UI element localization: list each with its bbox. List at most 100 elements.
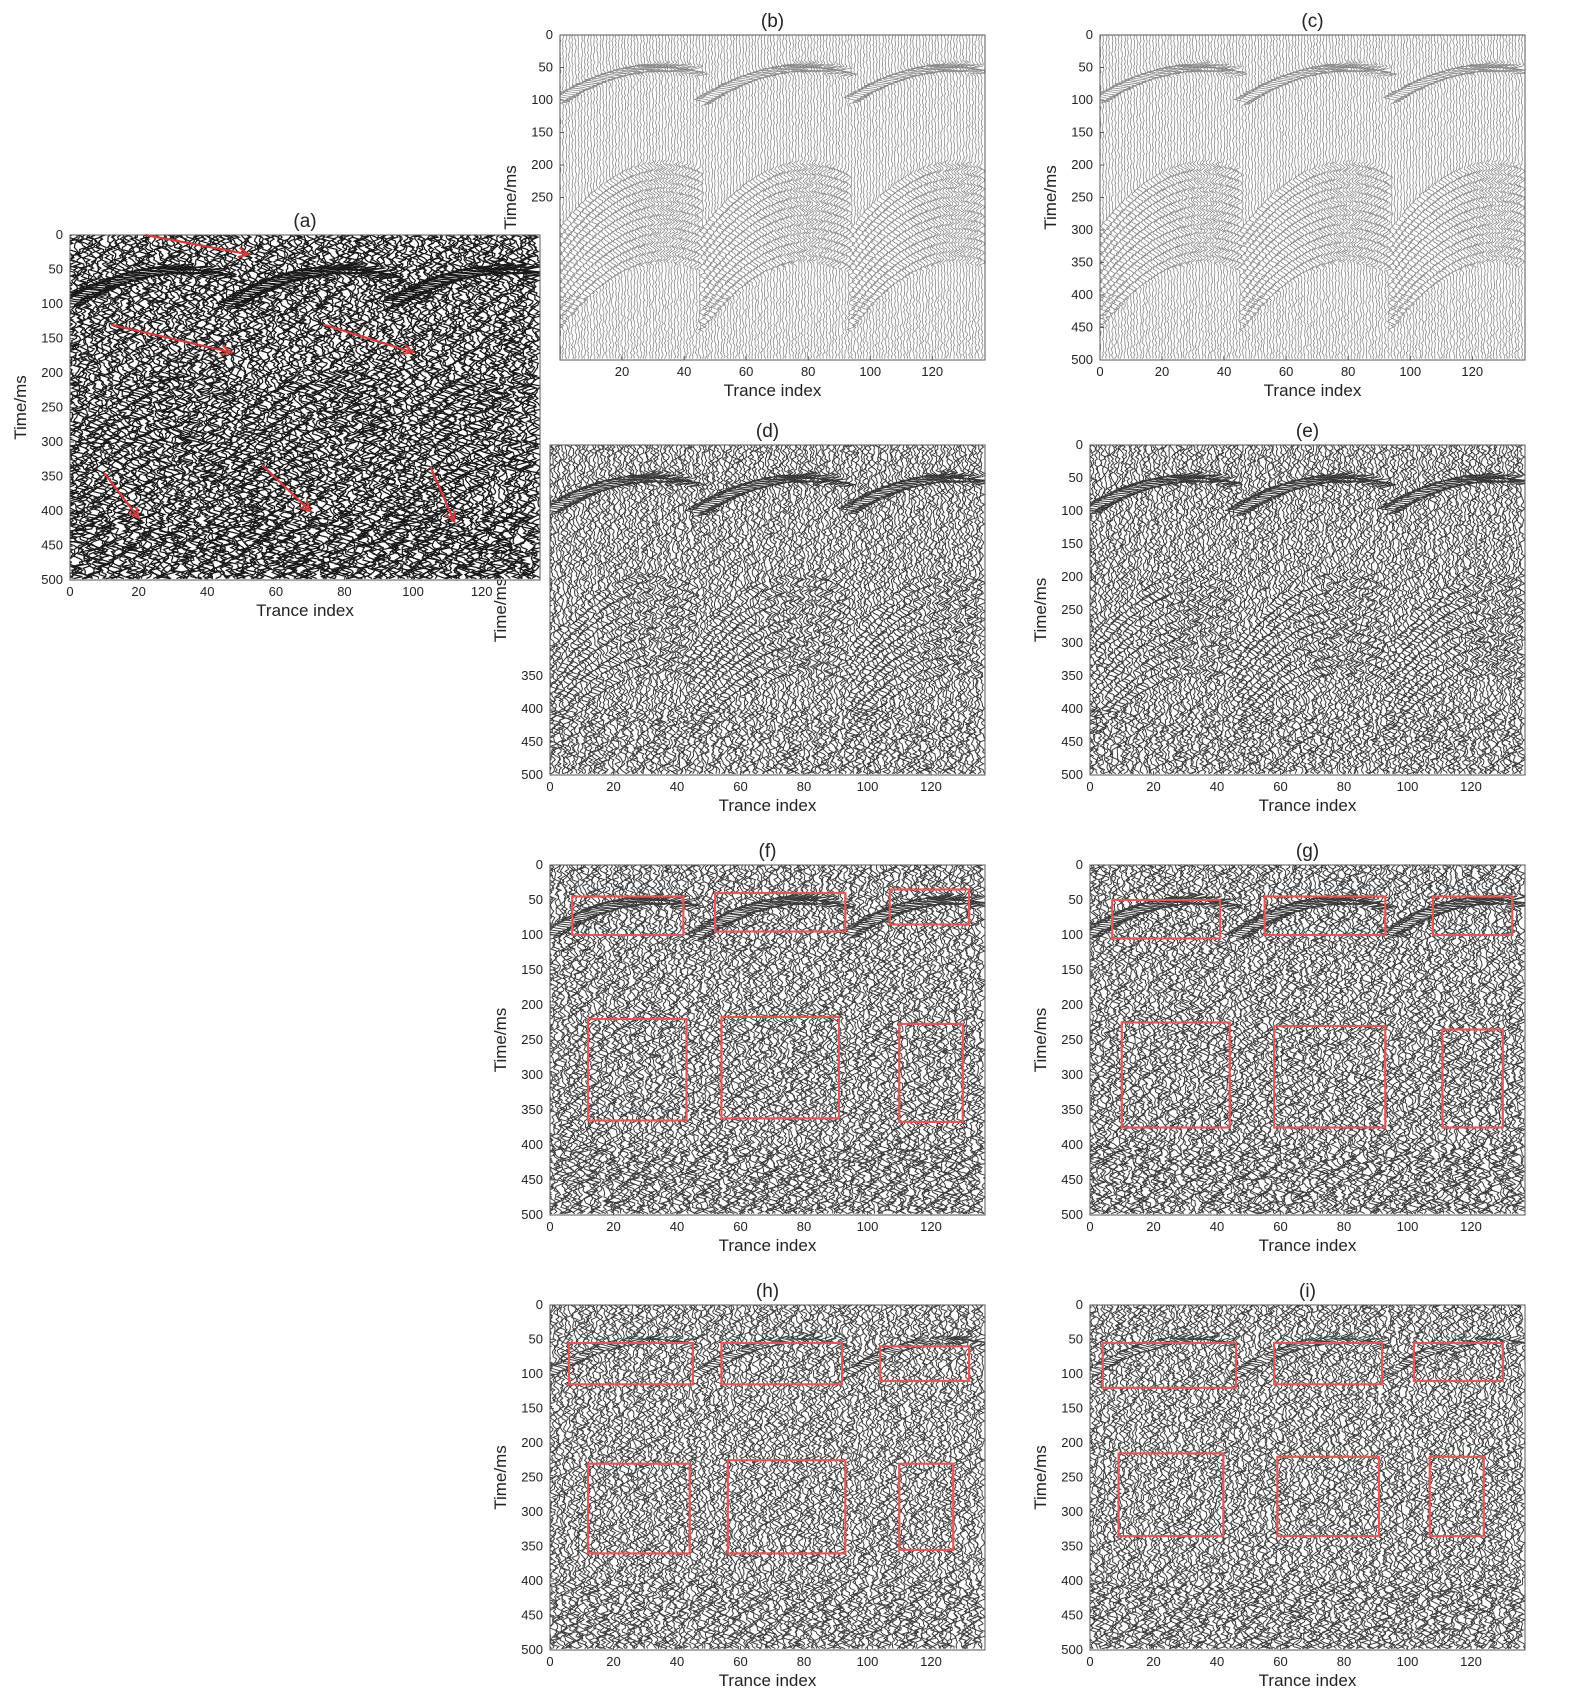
x-tick-label: 80	[797, 1654, 811, 1669]
x-tick-label: 120	[920, 1219, 942, 1234]
chart-svg-f: 0 20 40 60 80 100 1200501001502002503003504004…	[480, 835, 1000, 1260]
x-tick-label: 20	[1146, 1654, 1160, 1669]
chart-svg-g: 0 20 40 60 80 100 1200501001502002503003504004…	[1020, 835, 1540, 1260]
y-tick-label: 100	[1061, 1366, 1083, 1381]
y-tick-label: 200	[41, 365, 63, 380]
x-tick-label: 20	[131, 584, 145, 599]
panel-title: (g)	[1296, 841, 1319, 862]
x-tick-label: 60	[733, 1654, 747, 1669]
x-tick-label: 100	[857, 779, 879, 794]
x-tick-label: 100	[1397, 779, 1419, 794]
x-tick-label: 80	[1341, 364, 1355, 379]
y-tick-label: 300	[41, 434, 63, 449]
x-tick-label: 120	[1461, 364, 1483, 379]
panel-g: 0 20 40 60 80 100 120 0 50 100 150 200 250 300 350 400 4…	[1020, 835, 1540, 1260]
x-tick-label: 20	[1146, 1219, 1160, 1234]
y-tick-label: 50	[1069, 1332, 1083, 1347]
panel-title: (i)	[1299, 1281, 1316, 1302]
x-tick-label: 20	[606, 779, 620, 794]
x-tick-label: 0	[546, 779, 553, 794]
y-tick-label: 250	[1071, 190, 1093, 205]
panel-title: (d)	[756, 421, 779, 442]
y-tick-label: 100	[1061, 927, 1083, 942]
x-tick-label: 40	[1210, 1219, 1224, 1234]
x-tick-label: 0	[66, 584, 73, 599]
y-tick-label: 400	[1071, 287, 1093, 302]
x-tick-label: 120	[471, 584, 493, 599]
chart-svg-h: 0 20 40 60 80 100 1200501001502002503003504004…	[480, 1275, 1000, 1695]
x-tick-label: 80	[801, 364, 815, 379]
y-tick-label: 250	[1061, 1032, 1083, 1047]
y-tick-label: 100	[41, 296, 63, 311]
y-tick-label: 300	[521, 1504, 543, 1519]
x-tick-label: 0	[1086, 779, 1093, 794]
x-tick-label: 40	[1210, 779, 1224, 794]
x-tick-label: 100	[402, 584, 424, 599]
x-tick-label: 20	[606, 1219, 620, 1234]
x-tick-label: 0	[546, 1654, 553, 1669]
y-tick-label: 0	[1076, 437, 1083, 452]
x-tick-label: 20	[1146, 779, 1160, 794]
x-tick-label: 40	[670, 1654, 684, 1669]
y-tick-label: 0	[536, 857, 543, 872]
y-tick-label: 400	[1061, 1573, 1083, 1588]
y-tick-label: 50	[49, 262, 63, 277]
x-tick-label: 0	[1086, 1219, 1093, 1234]
panel-title: (a)	[293, 211, 316, 232]
x-tick-label: 80	[1337, 1654, 1351, 1669]
x-tick-label: 120	[1460, 1654, 1482, 1669]
y-tick-label: 200	[1071, 157, 1093, 172]
y-tick-label: 350	[1061, 668, 1083, 683]
y-axis-label: Time/ms	[1031, 578, 1050, 643]
y-tick-label: 400	[1061, 701, 1083, 716]
x-axis-label: Trance index	[1259, 1236, 1357, 1255]
y-tick-label: 350	[41, 469, 63, 484]
y-tick-label: 100	[521, 1366, 543, 1381]
y-tick-label: 350	[1061, 1539, 1083, 1554]
y-tick-label: 0	[546, 27, 553, 42]
x-tick-label: 20	[615, 364, 629, 379]
x-axis-label: Trance index	[256, 601, 354, 620]
x-tick-label: 40	[1210, 1654, 1224, 1669]
y-tick-label: 450	[521, 734, 543, 749]
y-tick-label: 150	[1061, 536, 1083, 551]
x-axis-label: Trance index	[719, 796, 817, 815]
x-tick-label: 100	[857, 1219, 879, 1234]
panel-f: 0 20 40 60 80 100 120 0 50 100 150 200 250 300 350 400 4…	[480, 835, 1000, 1260]
y-tick-label: 300	[1061, 635, 1083, 650]
panel-title: (e)	[1296, 421, 1319, 442]
y-tick-label: 500	[1061, 1207, 1083, 1222]
chart-svg-c: 0 20 40 60 80 100 1200501001502002503003504004…	[1020, 5, 1540, 405]
y-tick-label: 350	[1071, 255, 1093, 270]
y-tick-label: 200	[521, 997, 543, 1012]
y-tick-label: 450	[1061, 1608, 1083, 1623]
x-tick-label: 40	[670, 1219, 684, 1234]
x-tick-label: 20	[1155, 364, 1169, 379]
y-tick-label: 150	[521, 1401, 543, 1416]
y-axis-label: Time/ms	[1041, 165, 1060, 230]
y-tick-label: 0	[1076, 1297, 1083, 1312]
x-tick-label: 60	[733, 779, 747, 794]
y-tick-label: 300	[521, 1067, 543, 1082]
x-tick-label: 80	[337, 584, 351, 599]
panel-h: 0 20 40 60 80 100 120 0 50 100 150 200 250 300 350 400 4…	[480, 1275, 1000, 1695]
y-tick-label: 500	[521, 767, 543, 782]
y-tick-label: 100	[1071, 92, 1093, 107]
x-axis-label: Trance index	[724, 381, 822, 400]
y-tick-label: 250	[1061, 1470, 1083, 1485]
x-tick-label: 100	[857, 1654, 879, 1669]
y-tick-label: 450	[1061, 1172, 1083, 1187]
y-tick-label: 150	[1061, 1401, 1083, 1416]
panel-b: 20 40 60 80 100 120 0 50 100 150 200 250 (b) Trance i…	[480, 5, 1000, 405]
y-tick-label: 450	[1071, 320, 1093, 335]
y-tick-label: 200	[1061, 997, 1083, 1012]
x-tick-label: 60	[1273, 1219, 1287, 1234]
x-tick-label: 60	[739, 364, 753, 379]
y-tick-label: 0	[1086, 27, 1093, 42]
y-tick-label: 500	[521, 1642, 543, 1657]
x-tick-label: 40	[677, 364, 691, 379]
x-tick-label: 120	[1460, 779, 1482, 794]
y-tick-label: 350	[521, 1102, 543, 1117]
